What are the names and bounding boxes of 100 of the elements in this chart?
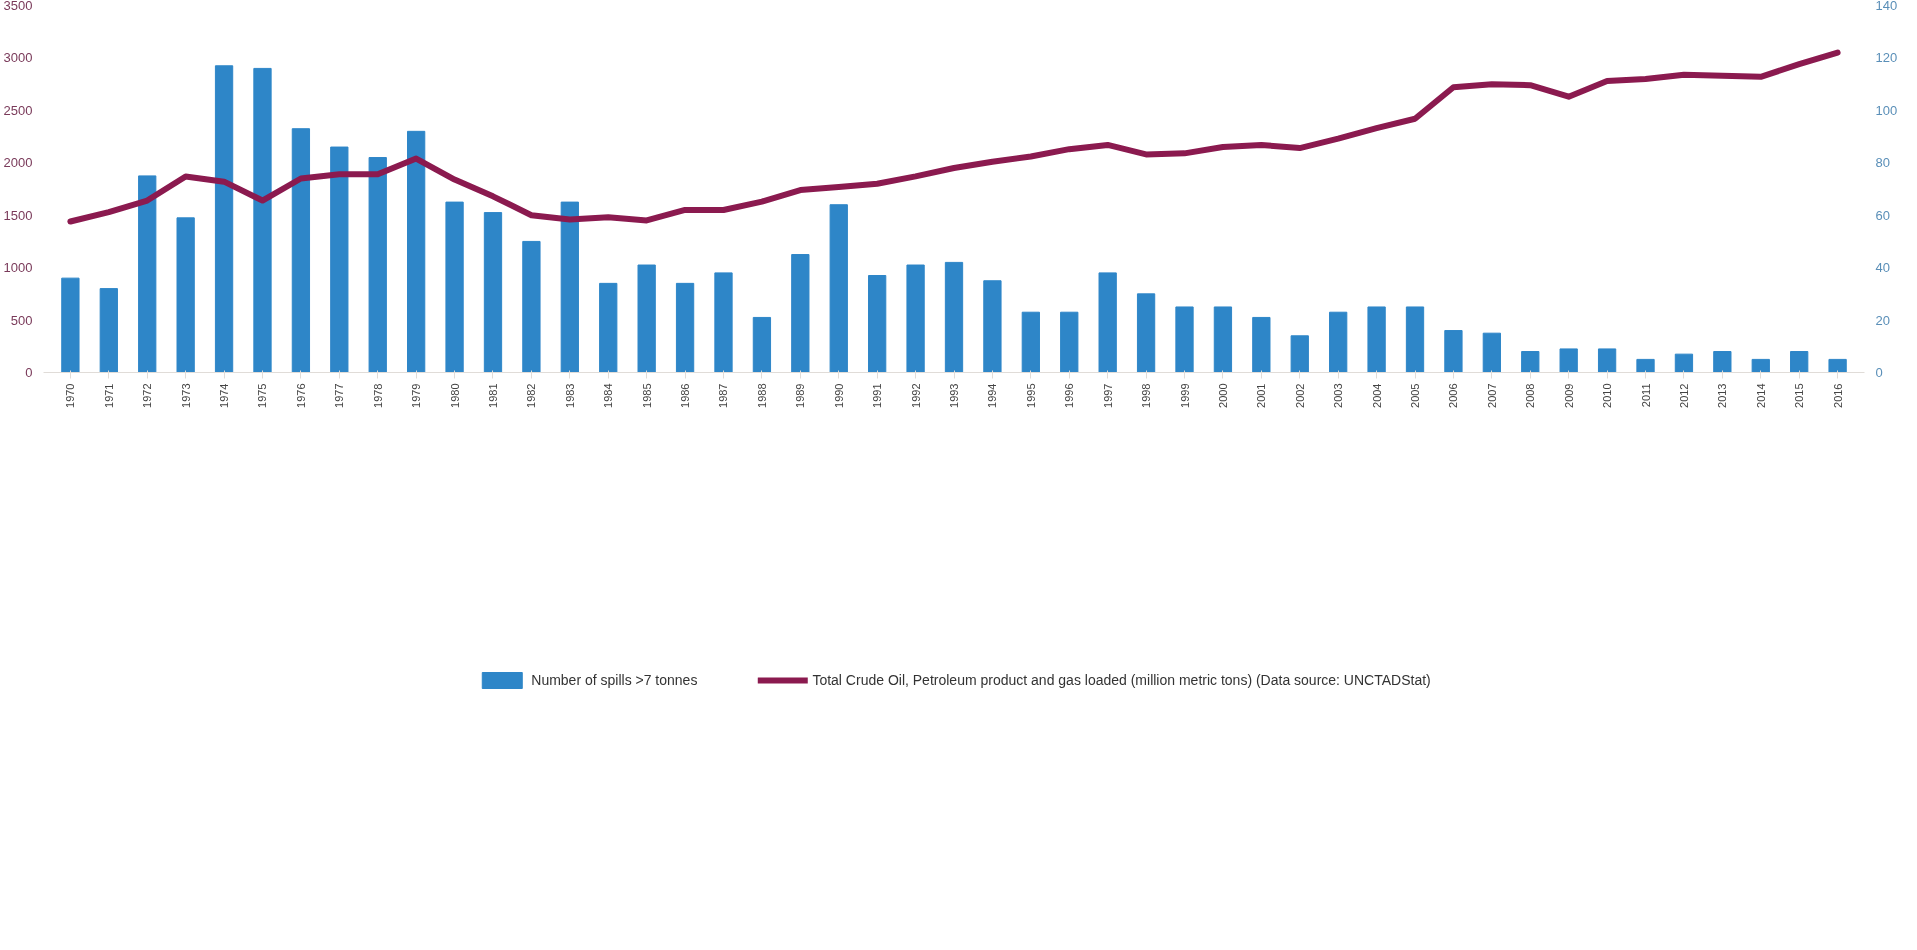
bar — [983, 280, 1002, 373]
bar — [637, 264, 656, 373]
x-tick-label: 1994 — [986, 383, 999, 408]
bar — [752, 316, 772, 373]
x-tick-label: 2015 — [1793, 383, 1806, 408]
bar — [1597, 348, 1617, 373]
x-tick-label: 1972 — [141, 383, 154, 408]
y-tick-label: 2500 — [3, 102, 33, 118]
y2-tick-label: 120 — [1875, 50, 1898, 66]
x-tick-label: 1975 — [256, 383, 269, 408]
bar — [1329, 311, 1348, 373]
x-tick-label: 1979 — [410, 383, 423, 408]
y-tick-label: 3500 — [3, 0, 33, 13]
bar — [1636, 358, 1655, 373]
x-tick-label: 2009 — [1562, 383, 1575, 408]
x-tick-label: 1998 — [1140, 383, 1153, 408]
x-tick-label: 1976 — [294, 383, 307, 408]
bar — [368, 157, 387, 373]
x-tick-label: 2006 — [1447, 383, 1460, 408]
x-tick-label: 1980 — [448, 383, 461, 408]
x-tick-label: 1993 — [948, 383, 960, 408]
y2-tick-label: 20 — [1875, 312, 1890, 328]
y2-tick-label: 80 — [1875, 155, 1890, 171]
bar — [1790, 351, 1809, 373]
x-tick-label: 1986 — [679, 383, 692, 408]
bar — [330, 146, 349, 373]
x-tick-label: 1984 — [602, 383, 615, 408]
y2-tick-label: 140 — [1875, 0, 1898, 13]
bar — [1828, 358, 1847, 373]
bar — [1021, 311, 1040, 373]
x-tick-label: 2010 — [1601, 383, 1614, 408]
y2-tick-label: 0 — [1875, 365, 1883, 380]
bar — [1751, 358, 1770, 373]
bar — [829, 204, 848, 373]
x-tick-label: 1983 — [563, 383, 576, 408]
bar — [1482, 332, 1501, 373]
bar — [1290, 335, 1309, 373]
bar — [483, 212, 503, 373]
bar — [138, 175, 157, 373]
y-tick-label: 1500 — [3, 207, 33, 223]
bar — [99, 288, 118, 373]
bar — [176, 217, 195, 373]
x-tick-label: 1991 — [871, 383, 884, 408]
bar — [445, 201, 464, 373]
x-tick-label: 2004 — [1370, 383, 1383, 408]
y-tick-label: 0 — [25, 365, 33, 380]
x-tick-label: 1971 — [102, 383, 115, 408]
bar — [675, 282, 695, 373]
bar — [1367, 306, 1386, 373]
bar — [291, 128, 311, 373]
bar — [1405, 306, 1425, 373]
bar — [560, 201, 579, 373]
x-tick-label: 2007 — [1485, 383, 1498, 408]
bar — [61, 277, 80, 373]
x-tick-label: 1989 — [794, 383, 807, 408]
legend-label: Number of spills >7 tonnes — [531, 672, 698, 688]
bar — [599, 282, 618, 373]
bar — [1674, 353, 1694, 373]
x-tick-label: 2005 — [1409, 383, 1422, 408]
x-tick-label: 1981 — [486, 383, 499, 408]
bar — [944, 261, 964, 373]
x-tick-label: 1982 — [525, 383, 538, 408]
x-tick-label: 1995 — [1024, 383, 1037, 408]
x-tick-label: 2014 — [1754, 383, 1767, 408]
y2-tick-label: 60 — [1875, 207, 1890, 223]
x-tick-label: 2001 — [1255, 383, 1268, 408]
x-tick-label: 1992 — [909, 383, 922, 408]
bar — [714, 272, 733, 373]
bar — [253, 67, 272, 373]
x-tick-label: 1985 — [640, 383, 653, 408]
bar — [1559, 348, 1578, 373]
x-tick-label: 2012 — [1677, 383, 1690, 408]
x-tick-label: 1987 — [717, 383, 730, 408]
bar — [522, 240, 541, 373]
x-tick-label: 1977 — [333, 383, 346, 408]
x-tick-label: 2002 — [1293, 383, 1306, 408]
bar — [1444, 330, 1463, 373]
x-tick-label: 1996 — [1063, 383, 1076, 408]
x-tick-label: 2016 — [1831, 383, 1844, 408]
x-tick-label: 1970 — [64, 383, 77, 408]
x-tick-label: 1997 — [1101, 383, 1114, 408]
bar — [1098, 272, 1117, 373]
x-tick-label: 1973 — [179, 383, 192, 408]
x-tick-label: 1974 — [218, 383, 231, 408]
bar — [1060, 311, 1079, 373]
bar — [1136, 293, 1156, 373]
y2-tick-label: 100 — [1875, 102, 1898, 118]
y2-tick-label: 40 — [1875, 260, 1890, 276]
bar — [1175, 306, 1194, 373]
bar — [906, 264, 925, 373]
bar — [1213, 306, 1233, 373]
y-tick-label: 1000 — [3, 260, 33, 276]
legend-label: Total Crude Oil, Petroleum product and gas loaded (million metric tons) (Data source: UNCTADStat) — [812, 672, 1431, 688]
x-tick-label: 1988 — [755, 383, 768, 408]
bar — [214, 65, 234, 373]
x-tick-label: 2011 — [1639, 383, 1652, 408]
x-tick-label: 2013 — [1716, 383, 1729, 408]
y-tick-label: 3000 — [3, 50, 33, 66]
y-tick-label: 500 — [10, 312, 33, 328]
bar — [1713, 351, 1732, 373]
